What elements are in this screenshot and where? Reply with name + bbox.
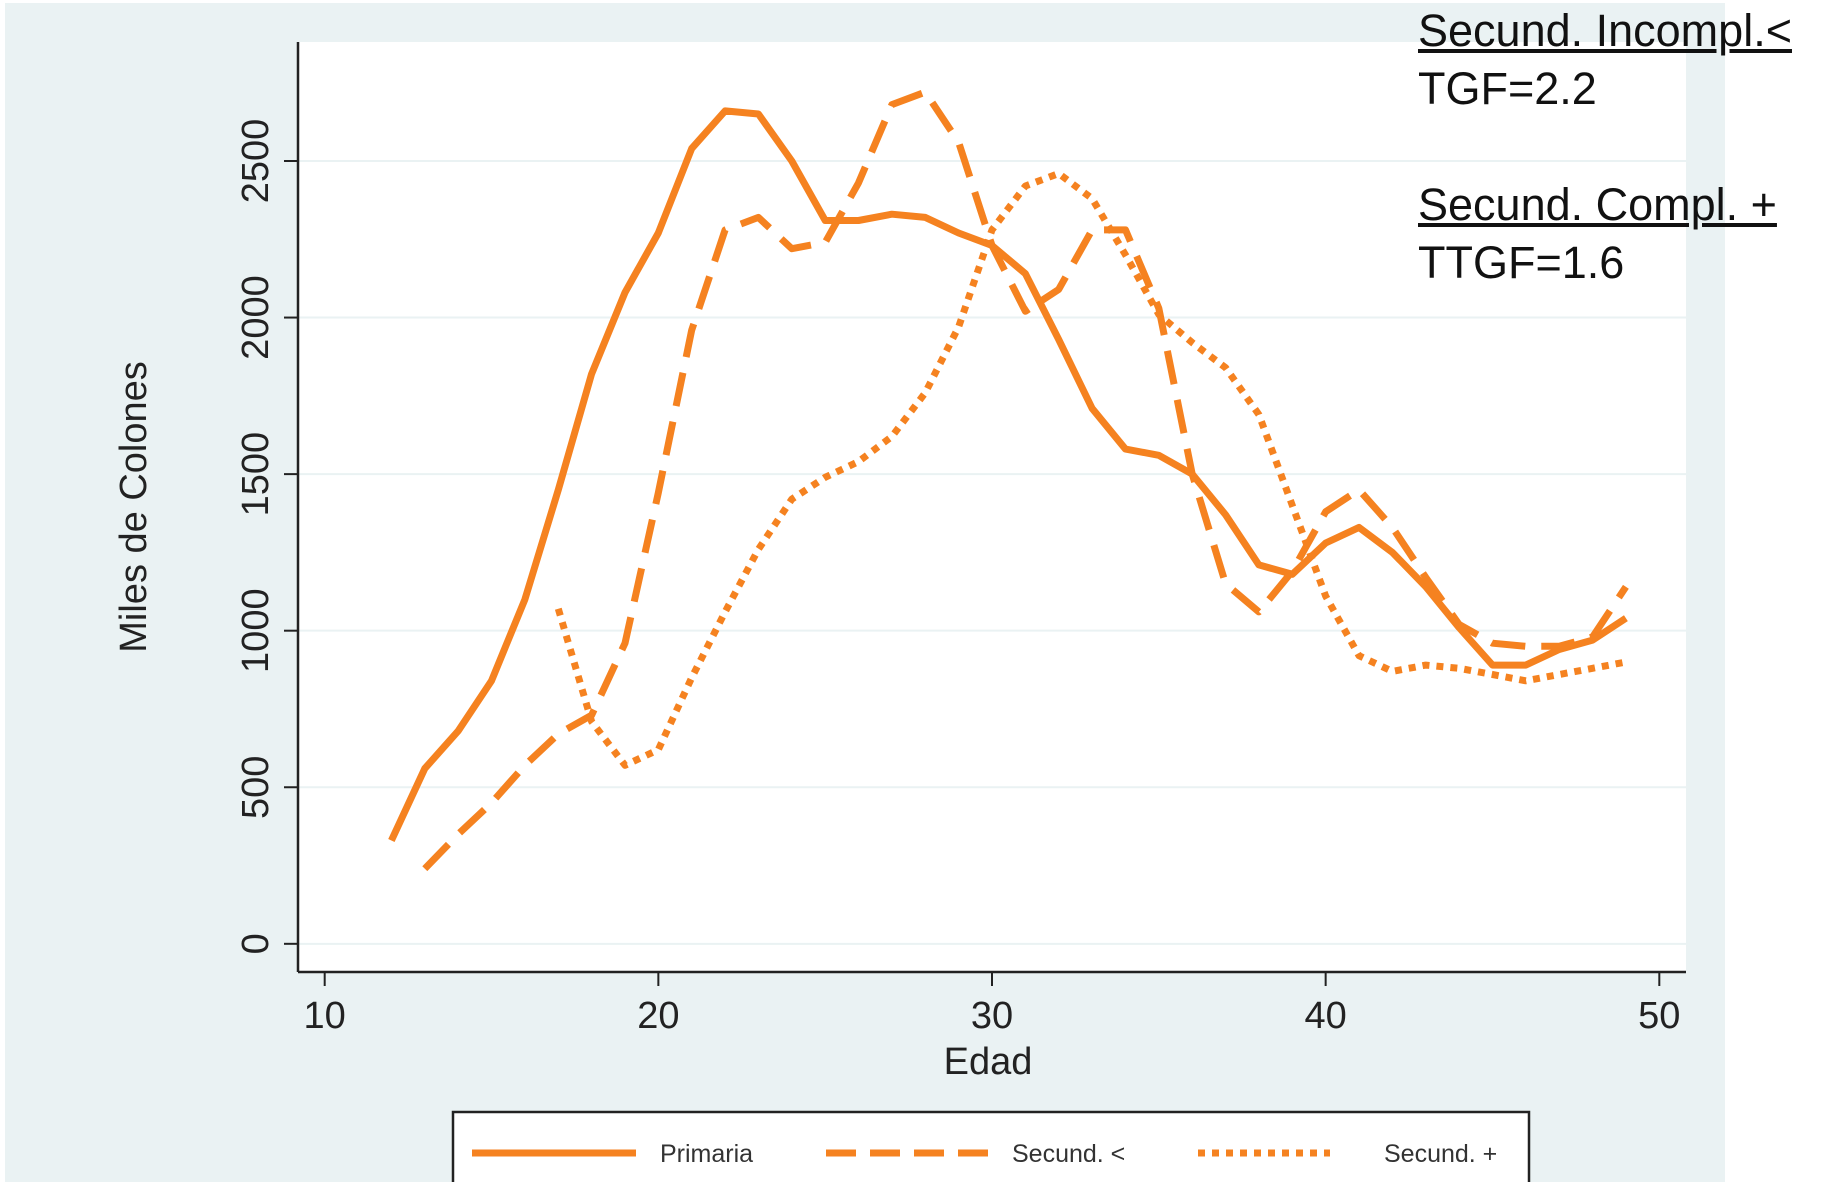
- annotation-secund-incompl: Secund. Incompl.<: [1418, 5, 1792, 56]
- annotation-secund-compl: Secund. Compl. +: [1418, 179, 1777, 230]
- y-tick-label: 1000: [235, 588, 277, 673]
- x-tick-label: 20: [637, 995, 679, 1037]
- y-tick-label: 1500: [235, 432, 277, 517]
- legend-label-3: Secund. +: [1384, 1140, 1497, 1168]
- series-lines: [388, 88, 1629, 872]
- legend-box: [451, 1110, 1531, 1182]
- y-tick-label: 500: [235, 756, 277, 819]
- x-tick-label: 10: [304, 995, 346, 1037]
- x-axis: 10 20 30 40 50: [298, 970, 1686, 1037]
- grid-lines: [298, 159, 1686, 945]
- y-tick-label: 2500: [235, 119, 277, 204]
- plot-area: [298, 42, 1686, 972]
- x-tick-label: 50: [1638, 995, 1680, 1037]
- x-axis-title: Edad: [944, 1041, 1033, 1083]
- x-tick-label: 40: [1305, 995, 1347, 1037]
- series-line-2: [422, 88, 1629, 872]
- y-tick-label: 2000: [235, 275, 277, 360]
- y-tick-label: 0: [235, 933, 277, 954]
- legend-label-2: Secund. <: [1012, 1140, 1125, 1168]
- series-line-1: [388, 107, 1628, 842]
- legend: Primaria Secund. < Secund. +: [451, 1110, 1531, 1182]
- y-axis-title: Miles de Colones: [113, 361, 155, 652]
- annotation-tgf: TGF=2.2: [1418, 63, 1597, 114]
- x-tick-label: 30: [971, 995, 1013, 1037]
- annotation-ttgf: TTGF=1.6: [1418, 237, 1625, 288]
- y-axis: 0 500 1000 1500 2000 2500: [235, 42, 300, 972]
- legend-label-1: Primaria: [660, 1140, 753, 1168]
